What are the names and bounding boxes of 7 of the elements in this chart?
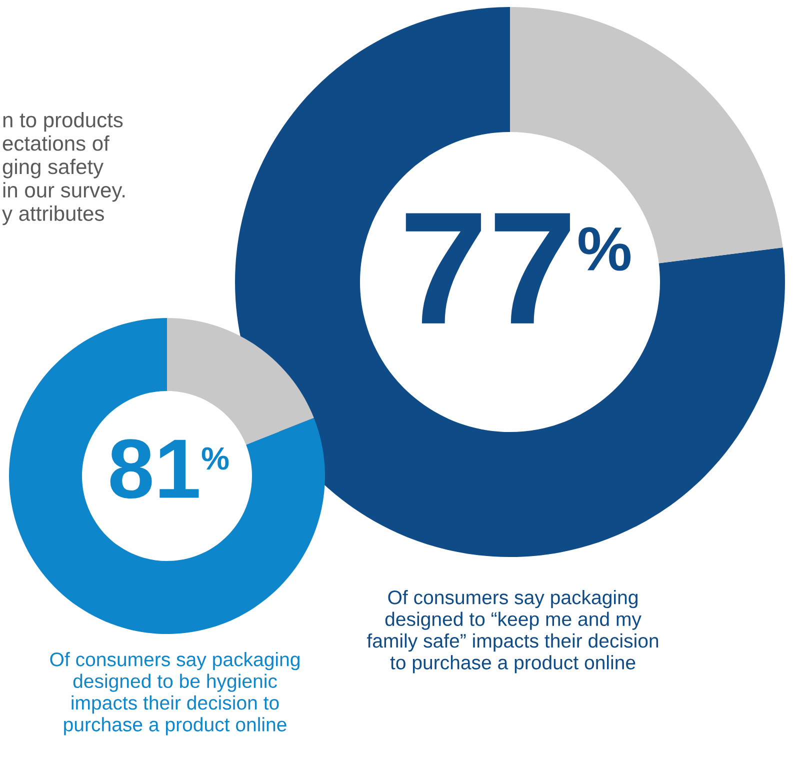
- text: Of consumers say packaging designed to be hygienic impacts their decision to purchase a product online: [50, 652, 300, 736]
- donut-slice: [235, 7, 785, 557]
- text: 77%: [406, 213, 630, 324]
- text: n to products ectations of ging safety in our survey. y attributes: [2, 112, 125, 226]
- text: 81%: [110, 439, 229, 499]
- text: Of consumers say packaging designed to “keep me and my family safe” impacts their decision to purchase a product online: [366, 590, 658, 674]
- donut-slice: [9, 318, 325, 634]
